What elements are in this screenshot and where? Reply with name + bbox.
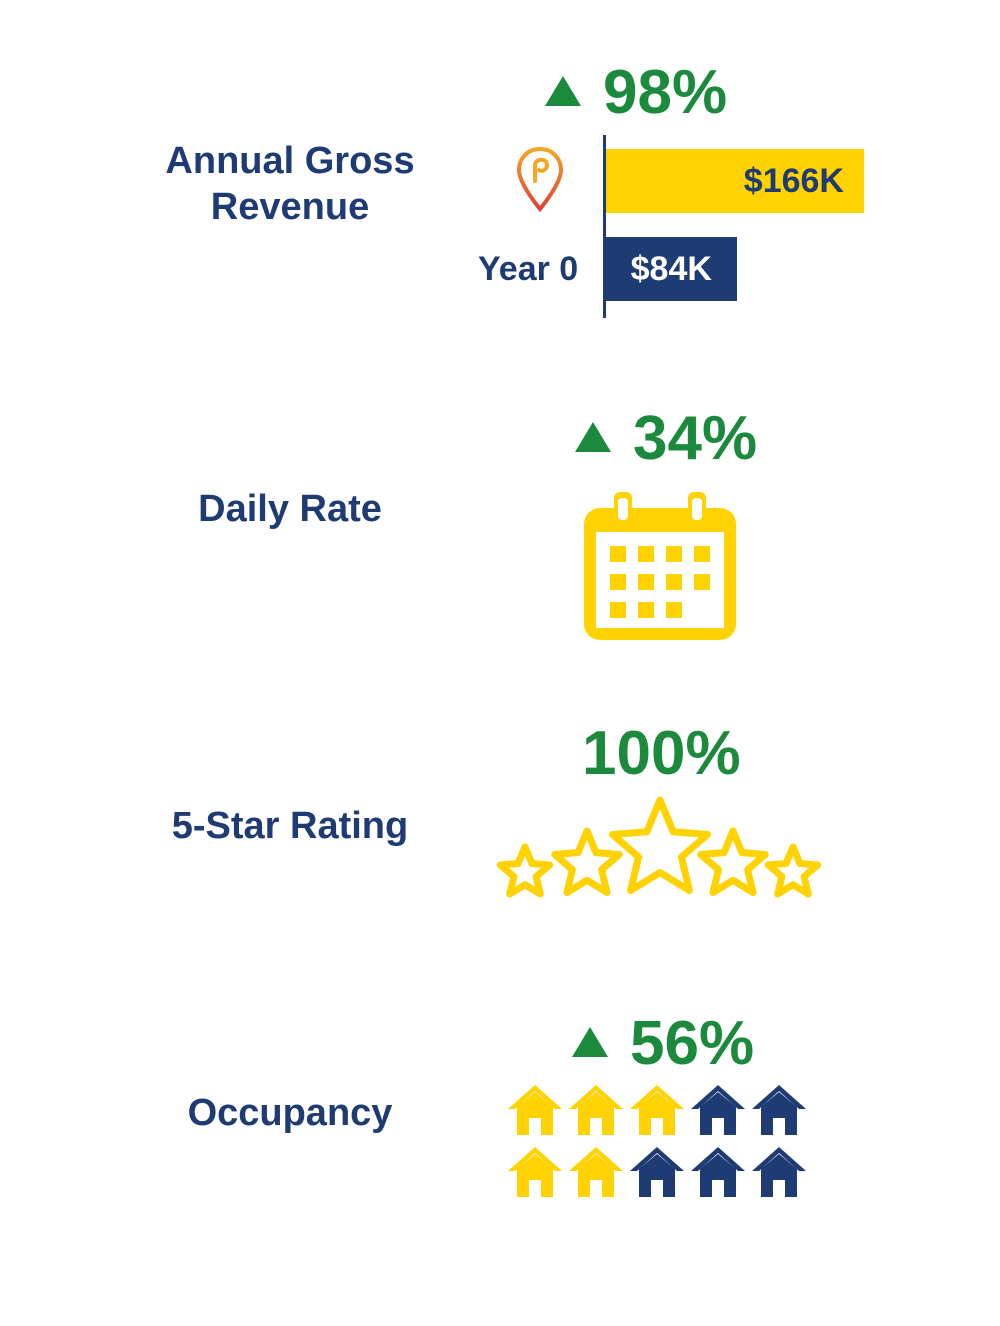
occupancy-change: 56% (572, 1013, 754, 1075)
occupancy-change-value: 56% (630, 1009, 755, 1078)
house-icon (691, 1147, 745, 1197)
star-icon (697, 827, 769, 896)
house-icon (569, 1085, 623, 1135)
house-icon (752, 1085, 806, 1135)
bar-year0: $84K (606, 237, 737, 301)
star-icon (496, 843, 554, 898)
occupancy-label: Occupancy (187, 1092, 393, 1134)
bar-year0-value-label: $84K (630, 249, 712, 288)
revenue-label-line2: Revenue (210, 186, 370, 228)
up-arrow-icon (572, 1026, 608, 1057)
daily-rate-label: Daily Rate (198, 488, 382, 530)
calendar-icon (584, 492, 736, 640)
star-icon (764, 843, 822, 898)
star-icon (608, 796, 712, 894)
star-icon (551, 827, 623, 896)
house-icon (508, 1147, 562, 1197)
star-rating (496, 796, 822, 898)
bar-axis-line (603, 135, 606, 318)
rating-label: 5-Star Rating (171, 805, 409, 847)
occupancy-houses (508, 1085, 806, 1197)
house-icon (569, 1147, 623, 1197)
bar-year0-category-label: Year 0 (478, 250, 579, 288)
rating-value: 100% (582, 719, 741, 788)
bar-current-value-label: $166K (743, 161, 844, 200)
up-arrow-icon (545, 75, 581, 106)
house-icon (752, 1147, 806, 1197)
map-pin-logo-icon (516, 146, 564, 213)
up-arrow-icon (575, 421, 611, 452)
revenue-change: 98% (545, 62, 727, 124)
bar-current: $166K (606, 149, 864, 213)
house-icon (630, 1085, 684, 1135)
revenue-label-line1: Annual Gross (165, 140, 415, 182)
daily-rate-change-value: 34% (633, 404, 758, 473)
house-icon (691, 1085, 745, 1135)
house-icon (630, 1147, 684, 1197)
revenue-change-value: 98% (603, 58, 728, 127)
house-icon (508, 1085, 562, 1135)
revenue-label: Annual Gross Revenue (110, 138, 470, 230)
daily-rate-change: 34% (575, 408, 757, 470)
